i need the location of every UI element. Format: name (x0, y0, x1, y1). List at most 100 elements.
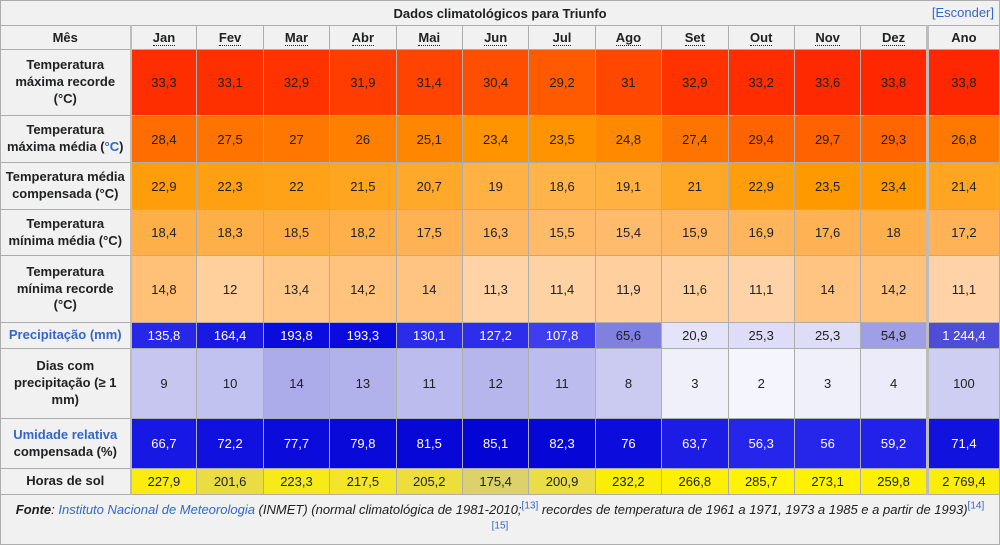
month-value-cell: 14,2 (860, 255, 928, 323)
row-label-text: Horas de sol (26, 473, 105, 489)
month-value-cell: 31,9 (329, 49, 397, 116)
month-value-cell: 107,8 (528, 322, 596, 349)
hide-link[interactable]: [Esconder] (931, 5, 994, 20)
month-value-cell: 11,3 (461, 255, 530, 323)
month-value-cell: 259,8 (860, 468, 928, 495)
year-value-cell: 11,1 (925, 255, 1000, 323)
month-value-cell: 14,2 (329, 255, 397, 323)
row-label-link[interactable]: Umidade relativa (13, 426, 118, 442)
month-value-cell: 2 (727, 348, 795, 419)
month-value-cell: 13 (329, 348, 397, 419)
month-value-cell: 17,5 (395, 209, 463, 256)
source-row: Fonte: Instituto Nacional de Meteorologi… (0, 494, 1000, 545)
ref-14-link[interactable]: [14] (967, 500, 985, 512)
month-value-cell: 23,4 (860, 162, 928, 210)
month-value-cell: 30,4 (461, 49, 530, 116)
row-label-text: ) (119, 139, 124, 154)
month-abbr: Set (684, 30, 705, 46)
month-value-cell: 22,9 (727, 162, 795, 210)
month-value-cell: 21 (661, 162, 729, 210)
month-value-cell: 223,3 (262, 468, 331, 495)
year-value-cell: 2 769,4 (925, 468, 1000, 495)
month-abbr: Dez (882, 30, 906, 46)
table-row: Temperatura média compensada (°C) 22,9 22,… (0, 162, 1000, 210)
table-row: Umidade relativa compensada (%) 66,7 72,2 7… (0, 418, 1000, 469)
month-value-cell: 29,4 (727, 115, 795, 163)
ref-13-link[interactable]: [13] (521, 500, 539, 512)
row-label-text: Temperatura média compensada (°C) (5, 169, 125, 201)
table-row: Dias com precipitação (≥ 1 mm) 9 10 14 13 11 1… (0, 348, 1000, 419)
month-value-cell: 25,3 (793, 322, 862, 349)
column-header-mai: Mai (395, 25, 463, 50)
row-label: Horas de sol (0, 468, 132, 495)
month-value-cell: 32,9 (661, 49, 729, 116)
month-value-cell: 22,3 (196, 162, 264, 210)
month-value-cell: 11 (395, 348, 463, 419)
month-value-cell: 22 (262, 162, 331, 210)
month-value-cell: 16,3 (461, 209, 530, 256)
source-text-2: recordes de temperatura de 1961 a 1971, … (538, 502, 968, 517)
month-value-cell: 4 (860, 348, 928, 419)
month-value-cell: 32,9 (262, 49, 331, 116)
month-value-cell: 66,7 (129, 418, 198, 469)
column-header-jan: Jan (129, 25, 198, 50)
month-value-cell: 26 (329, 115, 397, 163)
column-header-row: Mês Jan Fev Mar Abr Mai Jun Jul Ago Set Out Nov Dez… (0, 25, 1000, 50)
row-label-link[interactable]: Precipitação (mm) (8, 327, 122, 343)
month-value-cell: 11,9 (594, 255, 663, 323)
column-header-dez: Dez (860, 25, 928, 50)
row-label-text: compensada (%) (13, 443, 117, 459)
month-value-cell: 33,3 (129, 49, 198, 116)
month-abbr: Jan (152, 30, 176, 46)
month-value-cell: 266,8 (661, 468, 729, 495)
row-label-link[interactable]: °C (104, 139, 120, 154)
table-row: Horas de sol 227,9 201,6 223,3 217,5 205,2 175… (0, 468, 1000, 495)
month-value-cell: 31,4 (395, 49, 463, 116)
month-value-cell: 130,1 (395, 322, 463, 349)
table-row: Precipitação (mm) 135,8 164,4 193,8 193,3 130… (0, 322, 1000, 349)
source-text-1: (INMET) (normal climatológica de 1981-20… (254, 502, 522, 517)
row-label: Dias com precipitação (≥ 1 mm) (0, 348, 132, 419)
month-value-cell: 227,9 (129, 468, 198, 495)
month-value-cell: 3 (661, 348, 729, 419)
month-value-cell: 9 (129, 348, 198, 419)
month-value-cell: 28,4 (129, 115, 198, 163)
month-abbr: Abr (351, 30, 375, 46)
row-label-text: Temperatura mínima recorde (°C) (16, 263, 114, 313)
row-label-text: Temperatura máxima média ( (7, 122, 105, 154)
month-value-cell: 193,3 (329, 322, 397, 349)
column-header-fev: Fev (196, 25, 264, 50)
row-label-text: Temperatura máxima recorde (°C) (15, 57, 116, 106)
month-value-cell: 200,9 (528, 468, 596, 495)
table-row: Temperatura máxima recorde (°C) 33,3 33,1 3… (0, 49, 1000, 116)
source-cell: Fonte: Instituto Nacional de Meteorologi… (0, 494, 1000, 545)
month-value-cell: 79,8 (329, 418, 397, 469)
column-header-mes: Mês (0, 25, 132, 50)
month-value-cell: 127,2 (461, 322, 530, 349)
month-value-cell: 24,8 (594, 115, 663, 163)
table-title: Dados climatológicos para Triunfo (393, 5, 607, 21)
year-value-cell: 21,4 (925, 162, 1000, 210)
column-header-ago: Ago (594, 25, 663, 50)
month-value-cell: 217,5 (329, 468, 397, 495)
month-value-cell: 13,4 (262, 255, 331, 323)
month-value-cell: 33,6 (793, 49, 862, 116)
year-value-cell: 71,4 (925, 418, 1000, 469)
month-value-cell: 23,5 (793, 162, 862, 210)
column-header-ano: Ano (925, 25, 1000, 50)
row-label-text: Dias com precipitação (≥ 1 mm) (13, 358, 117, 407)
month-value-cell: 15,9 (661, 209, 729, 256)
month-value-cell: 18,4 (129, 209, 198, 256)
month-abbr: Nov (815, 30, 840, 46)
ref-15-link[interactable]: [15] (491, 520, 509, 532)
month-value-cell: 14 (395, 255, 463, 323)
row-label: Temperatura máxima recorde (°C) (0, 49, 132, 116)
month-value-cell: 54,9 (860, 322, 928, 349)
row-label: Temperatura máxima média (°C) (0, 115, 132, 163)
column-header-jul: Jul (528, 25, 596, 50)
month-value-cell: 19 (461, 162, 530, 210)
month-value-cell: 29,3 (860, 115, 928, 163)
month-value-cell: 29,7 (793, 115, 862, 163)
source-link[interactable]: Instituto Nacional de Meteorologia (58, 502, 255, 517)
